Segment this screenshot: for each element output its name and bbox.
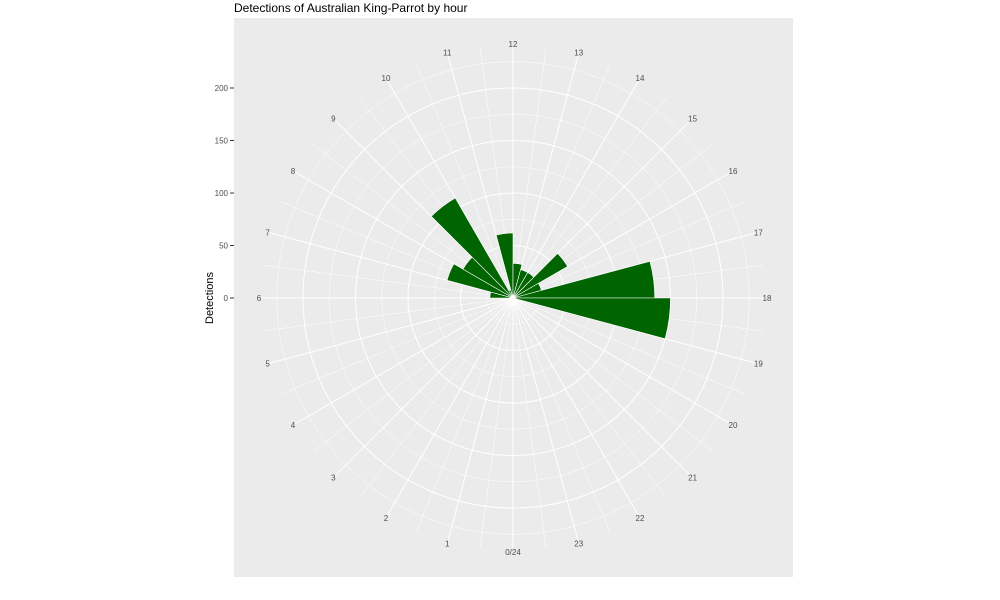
hour-tick-label: 14 <box>636 74 645 83</box>
hour-tick-label: 5 <box>265 360 270 369</box>
bar-layer <box>430 197 671 340</box>
hour-tick-label: 19 <box>754 360 763 369</box>
y-tick-label: 100 <box>215 189 229 198</box>
grid-layer <box>261 46 765 550</box>
bar-hour-7 <box>446 263 514 299</box>
circular-gridline <box>302 87 724 509</box>
y-axis: 0 50 100 150 200 <box>215 84 234 303</box>
y-tick-label: 0 <box>224 294 229 303</box>
hour-tick-label: 2 <box>384 514 389 523</box>
bar-hour-9 <box>430 197 514 299</box>
hour-tick-label: 17 <box>754 228 763 237</box>
hour-tick-label: 8 <box>291 167 296 176</box>
chart-title: Detections of Australian King-Parrot by … <box>234 1 467 15</box>
hour-tick-label: 0/24 <box>505 548 521 557</box>
hour-tick-label: 6 <box>257 294 262 303</box>
bar-hour-11 <box>495 232 514 299</box>
hour-tick-label: 3 <box>331 474 336 483</box>
hour-tick-label: 15 <box>688 114 697 123</box>
hour-tick-label: 21 <box>688 474 697 483</box>
bar-hour-18 <box>512 297 671 340</box>
hour-label-layer: 0/24123456789101112131415161718192021222… <box>257 40 772 557</box>
hour-tick-label: 12 <box>509 40 518 49</box>
bar-hour-15 <box>512 253 568 299</box>
circular-gridline-minor <box>329 114 697 482</box>
hour-tick-label: 18 <box>763 294 772 303</box>
hour-tick-label: 11 <box>443 49 452 58</box>
hour-tick-label: 20 <box>729 421 738 430</box>
hour-tick-label: 23 <box>574 539 583 548</box>
circular-gridline-minor <box>276 61 750 535</box>
y-axis-title: Detections <box>204 272 216 324</box>
hour-tick-label: 1 <box>445 539 450 548</box>
hour-tick-label: 16 <box>729 167 738 176</box>
hour-tick-label: 9 <box>331 114 336 123</box>
y-tick-label: 150 <box>215 137 229 146</box>
y-tick-label: 50 <box>219 242 228 251</box>
hour-tick-label: 4 <box>291 421 296 430</box>
hour-tick-label: 7 <box>265 228 270 237</box>
hour-tick-label: 10 <box>382 74 391 83</box>
y-tick-label: 200 <box>215 84 229 93</box>
hour-tick-label: 22 <box>636 514 645 523</box>
hour-tick-label: 13 <box>574 49 583 58</box>
